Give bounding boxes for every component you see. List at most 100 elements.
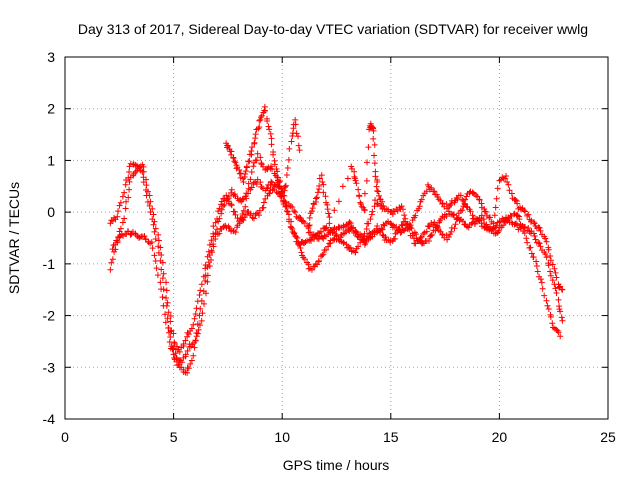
data-point (320, 181, 327, 188)
data-point (232, 211, 239, 218)
data-point (270, 151, 277, 158)
data-point (315, 257, 322, 264)
data-point (352, 229, 359, 236)
data-point (143, 176, 150, 183)
data-point (244, 190, 251, 197)
data-point (521, 207, 528, 214)
x-tick-label: 15 (383, 429, 399, 445)
data-point (487, 214, 494, 221)
data-point (228, 202, 235, 209)
data-point (370, 135, 377, 142)
data-point (357, 200, 364, 207)
data-point (370, 127, 377, 134)
data-point (398, 203, 405, 210)
data-point (163, 287, 170, 294)
data-point (209, 249, 216, 256)
data-point (504, 178, 511, 185)
data-point (559, 317, 566, 324)
y-tick-label: 1 (47, 152, 55, 168)
data-point (296, 147, 303, 154)
data-point (266, 126, 273, 133)
data-point (149, 245, 156, 252)
data-point (552, 269, 559, 276)
data-point (199, 310, 206, 317)
data-point (347, 220, 354, 227)
data-point (188, 325, 195, 332)
data-point (558, 314, 565, 321)
data-point (462, 196, 469, 203)
data-point (202, 262, 209, 269)
data-point (311, 235, 318, 242)
data-point (265, 123, 272, 130)
data-point (545, 246, 552, 253)
data-point (361, 190, 368, 197)
data-point (262, 195, 269, 202)
data-point (159, 259, 166, 266)
data-point (373, 183, 380, 190)
data-point (308, 208, 315, 215)
data-point (239, 196, 246, 203)
data-point (512, 197, 519, 204)
data-point (109, 246, 116, 253)
data-point (258, 161, 265, 168)
data-point (169, 346, 176, 353)
data-point (276, 183, 283, 190)
data-point (123, 198, 130, 205)
data-point (239, 211, 246, 218)
data-point (147, 208, 154, 215)
data-point (325, 210, 332, 217)
data-point (399, 222, 406, 229)
data-point (532, 236, 539, 243)
data-point (333, 233, 340, 240)
data-point (301, 240, 308, 247)
data-point (319, 179, 326, 186)
data-point (465, 224, 472, 231)
data-point (132, 169, 139, 176)
data-point (325, 243, 332, 250)
data-point (256, 212, 263, 219)
data-point (428, 231, 435, 238)
data-point (155, 231, 162, 238)
data-point (425, 237, 432, 244)
data-point (500, 222, 507, 229)
data-point (258, 112, 265, 119)
data-point (545, 305, 552, 312)
data-point (448, 228, 455, 235)
data-point (469, 189, 476, 196)
data-point (288, 218, 295, 225)
data-point (506, 187, 513, 194)
data-point (218, 198, 225, 205)
data-point (313, 195, 320, 202)
data-point (206, 241, 213, 248)
data-point (380, 203, 387, 210)
data-point (125, 174, 132, 181)
data-point (162, 311, 169, 318)
data-point (116, 202, 123, 209)
data-point (167, 312, 174, 319)
data-point (553, 289, 560, 296)
y-axis-label: SDTVAR / TECUs (6, 182, 22, 294)
data-point (376, 192, 383, 199)
data-point (232, 229, 239, 236)
data-point (158, 266, 165, 273)
data-point (533, 263, 540, 270)
data-point (493, 222, 500, 229)
data-point (246, 158, 253, 165)
data-point (200, 273, 207, 280)
data-point (361, 230, 368, 237)
data-point (439, 200, 446, 207)
data-point (301, 256, 308, 263)
data-point (503, 172, 510, 179)
data-point (117, 225, 124, 232)
data-point (163, 279, 170, 286)
data-point (401, 212, 408, 219)
data-point (493, 195, 500, 202)
data-point (408, 225, 415, 232)
y-tick-label: 2 (47, 101, 55, 117)
data-point (316, 175, 323, 182)
data-point (307, 229, 314, 236)
data-point (218, 210, 225, 217)
data-point (367, 120, 374, 127)
data-point (547, 268, 554, 275)
